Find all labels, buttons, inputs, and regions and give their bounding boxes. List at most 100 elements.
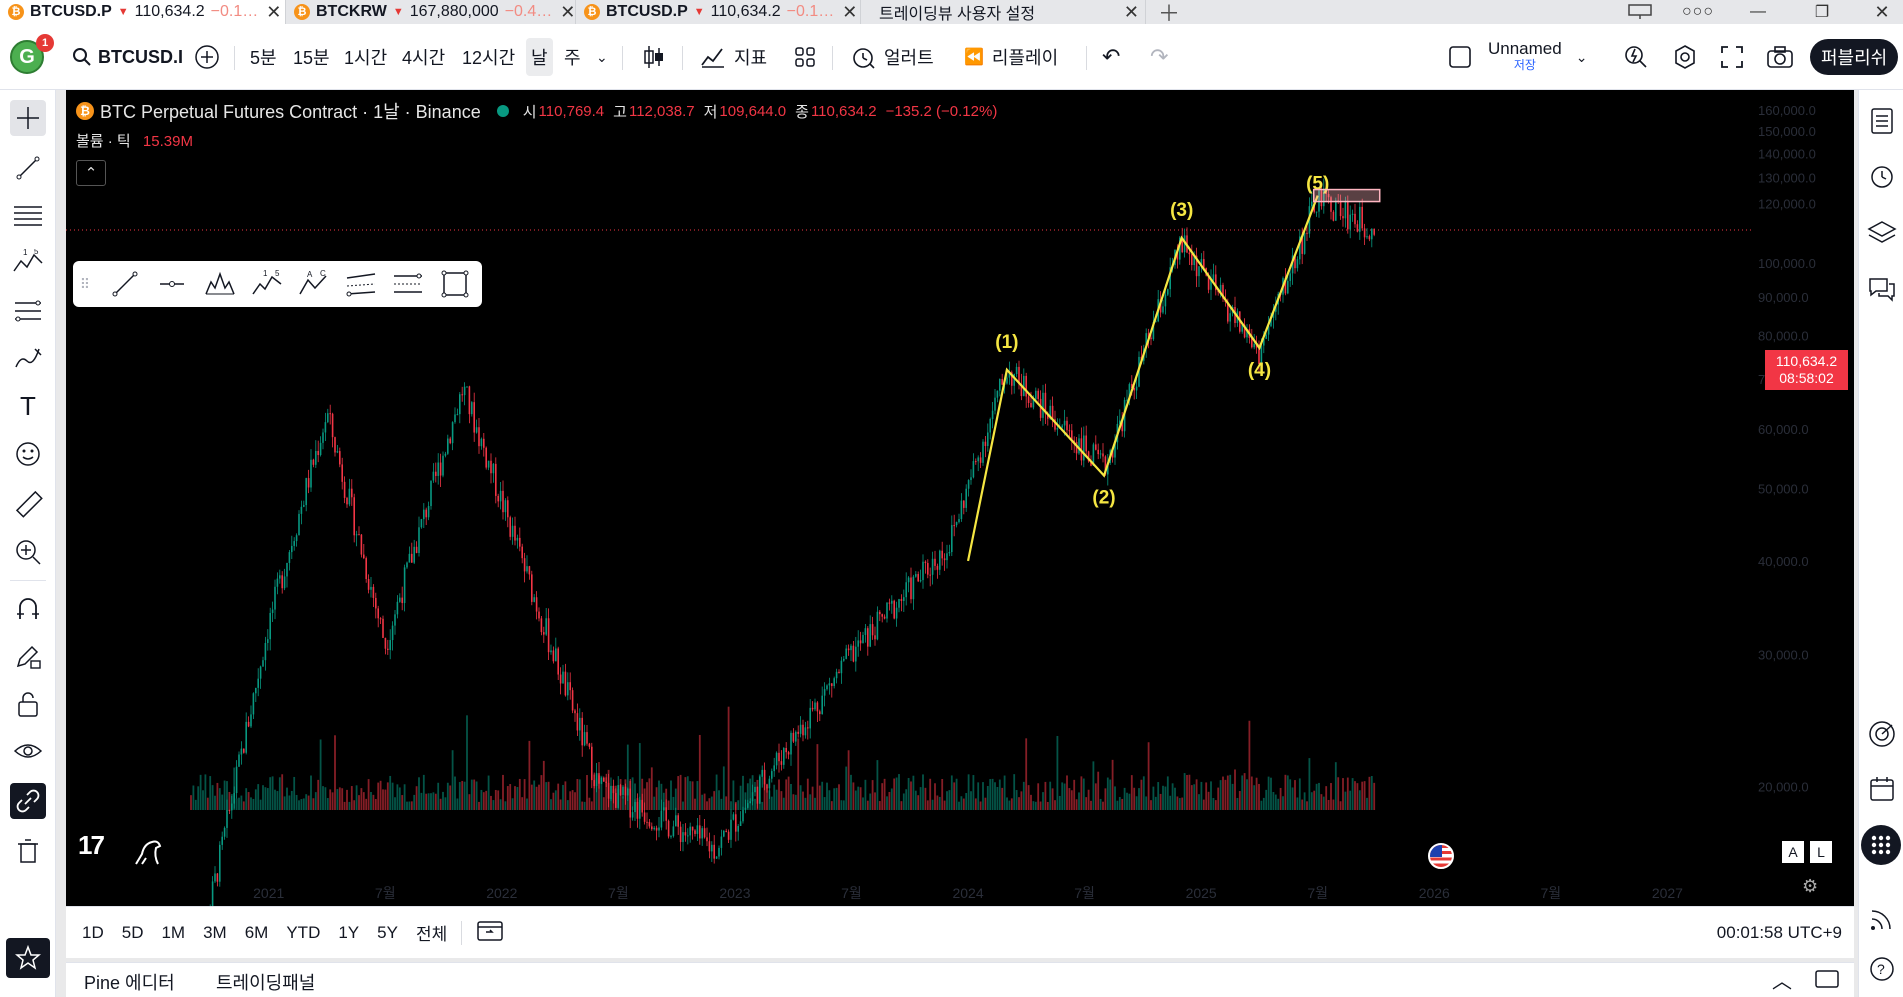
candle-body: [444, 453, 447, 456]
chart-canvas[interactable]: 160,000.0150,000.0140,000.0130,000.0120,…: [66, 90, 1854, 906]
browser-tab-2[interactable]: ₿ BTCKRW ▼ 167,880,000 −0.4… ✕: [286, 0, 576, 24]
range-all[interactable]: 전체: [415, 925, 448, 944]
palette-fib-retracement-icon[interactable]: [392, 268, 424, 300]
link-icon[interactable]: [10, 783, 46, 819]
alert-button[interactable]: 얼러트: [850, 24, 934, 90]
apps-grid-icon[interactable]: [1861, 825, 1901, 865]
radar-icon[interactable]: [1863, 715, 1901, 753]
trading-panel-tab[interactable]: 트레이딩패널: [216, 973, 316, 993]
tab-close-icon[interactable]: ✕: [560, 1, 576, 22]
range-1m[interactable]: 1M: [161, 922, 186, 942]
maximize-panel-icon[interactable]: [1814, 969, 1840, 994]
dino-icon[interactable]: [132, 834, 166, 873]
tab-close-icon[interactable]: ✕: [842, 1, 858, 22]
fullscreen-icon[interactable]: [1720, 24, 1744, 90]
calendar-icon[interactable]: [1863, 770, 1901, 808]
palette-horizontal-ray-icon[interactable]: [156, 268, 188, 300]
interval-12h[interactable]: 12시간: [462, 48, 516, 68]
palette-parallel-channel-icon[interactable]: [345, 268, 377, 300]
help-icon[interactable]: ?: [1863, 950, 1901, 988]
candle-body: [483, 438, 485, 448]
range-1d[interactable]: 1D: [82, 922, 104, 942]
lock-icon[interactable]: [10, 686, 46, 722]
range-5y[interactable]: 5Y: [377, 922, 398, 942]
goto-date-calendar-icon[interactable]: [476, 918, 504, 947]
alerts-clock-icon[interactable]: [1863, 157, 1901, 195]
axis-settings-gear-icon[interactable]: ⚙: [1802, 876, 1819, 896]
chevron-up-icon[interactable]: ︿: [1772, 971, 1792, 993]
window-close-icon[interactable]: ✕: [1874, 1, 1890, 22]
replay-button[interactable]: ⏪ 리플레이: [964, 24, 1058, 90]
quick-search-icon[interactable]: [1623, 24, 1649, 90]
palette-rectangle-icon[interactable]: [439, 268, 471, 300]
tab-close-icon[interactable]: ✕: [266, 1, 282, 22]
symbol-search[interactable]: BTCUSD.I: [72, 24, 183, 90]
eye-icon[interactable]: [10, 734, 46, 770]
more-options-icon[interactable]: ○○○: [1682, 3, 1714, 20]
palette-trend-line-icon[interactable]: [109, 268, 141, 300]
restore-icon[interactable]: ❐: [1814, 4, 1830, 21]
clock-timezone[interactable]: 00:01:58 UTC+9: [1716, 922, 1842, 942]
undo-icon[interactable]: ↶: [1102, 44, 1121, 69]
range-1y[interactable]: 1Y: [338, 922, 360, 942]
interval-1h[interactable]: 1시간: [344, 48, 388, 68]
emoji-icon[interactable]: [10, 436, 46, 472]
publish-button[interactable]: 퍼블리쉬: [1810, 39, 1899, 75]
layout-select-button[interactable]: Unnamed 저장 ⌄: [1448, 24, 1587, 90]
auto-scale-button[interactable]: A: [1782, 841, 1804, 863]
minimize-icon[interactable]: —: [1750, 3, 1766, 20]
range-3m[interactable]: 3M: [203, 922, 227, 942]
collapse-legend-chevron-up-icon[interactable]: ⌃: [76, 160, 106, 186]
fib-retracement-icon[interactable]: [10, 293, 46, 329]
tab-search-icon[interactable]: [1620, 0, 1660, 24]
chart-type-button[interactable]: [642, 24, 666, 90]
brush-icon[interactable]: [10, 340, 46, 376]
trend-line-icon[interactable]: [10, 150, 46, 186]
browser-tab-1[interactable]: ₿ BTCUSD.P ▼ 110,634.2 −0.1… ✕: [0, 0, 286, 24]
watchlist-icon[interactable]: [1863, 102, 1901, 140]
time-axis-tick: 2021: [253, 885, 284, 901]
range-5d[interactable]: 5D: [121, 922, 144, 942]
range-ytd[interactable]: YTD: [286, 922, 321, 942]
us-flag-event-icon[interactable]: [1428, 843, 1454, 869]
templates-button[interactable]: [793, 24, 817, 90]
zoom-in-icon[interactable]: [10, 534, 46, 570]
interval-dropdown-chevron-icon[interactable]: ⌄: [596, 48, 608, 65]
interval-1d-active[interactable]: 날: [526, 38, 553, 76]
settings-gear-icon[interactable]: [1672, 24, 1698, 90]
magnet-icon[interactable]: [10, 590, 46, 626]
range-6m[interactable]: 6M: [244, 922, 269, 942]
drag-handle-icon[interactable]: ⠿: [79, 275, 91, 292]
signal-broadcast-icon[interactable]: [1863, 900, 1901, 938]
interval-1w[interactable]: 주: [564, 48, 581, 68]
ruler-icon[interactable]: [10, 486, 46, 522]
favorites-star-icon[interactable]: [6, 938, 50, 978]
user-avatar[interactable]: G 1: [10, 24, 54, 90]
crosshair-icon[interactable]: [10, 100, 46, 136]
chat-icon[interactable]: [1863, 270, 1901, 308]
tab-close-icon[interactable]: ✕: [1123, 1, 1139, 22]
chart-pane[interactable]: 160,000.0 150,000.0 140,000.0 130,000.0 120,…: [66, 90, 1854, 906]
redo-icon[interactable]: ↷: [1150, 44, 1169, 69]
trash-icon[interactable]: [10, 833, 46, 869]
camera-icon[interactable]: [1766, 24, 1794, 90]
layers-icon[interactable]: [1863, 214, 1901, 252]
browser-tab-3[interactable]: ₿ BTCUSD.P ▼ 110,634.2 −0.1… ✕: [576, 0, 861, 24]
interval-15m[interactable]: 15분: [293, 48, 330, 68]
indicators-button[interactable]: 지표: [700, 24, 767, 90]
interval-5m[interactable]: 5분: [250, 48, 277, 68]
new-tab-button[interactable]: ＋: [1146, 0, 1190, 24]
pine-editor-tab[interactable]: Pine 에디터: [84, 969, 175, 995]
browser-tab-4[interactable]: 트레이딩뷰 사용자 설정 ✕: [861, 0, 1146, 24]
text-tool-icon[interactable]: T: [20, 390, 36, 421]
palette-head-shoulders-icon[interactable]: [204, 268, 236, 300]
tradingview-logo[interactable]: 17: [78, 830, 105, 860]
compare-symbol-button[interactable]: [194, 24, 220, 90]
pencil-lock-icon[interactable]: [10, 638, 46, 674]
horizontal-lines-icon[interactable]: [10, 197, 46, 233]
interval-4h[interactable]: 4시간: [402, 48, 446, 68]
log-scale-button[interactable]: L: [1810, 841, 1832, 863]
